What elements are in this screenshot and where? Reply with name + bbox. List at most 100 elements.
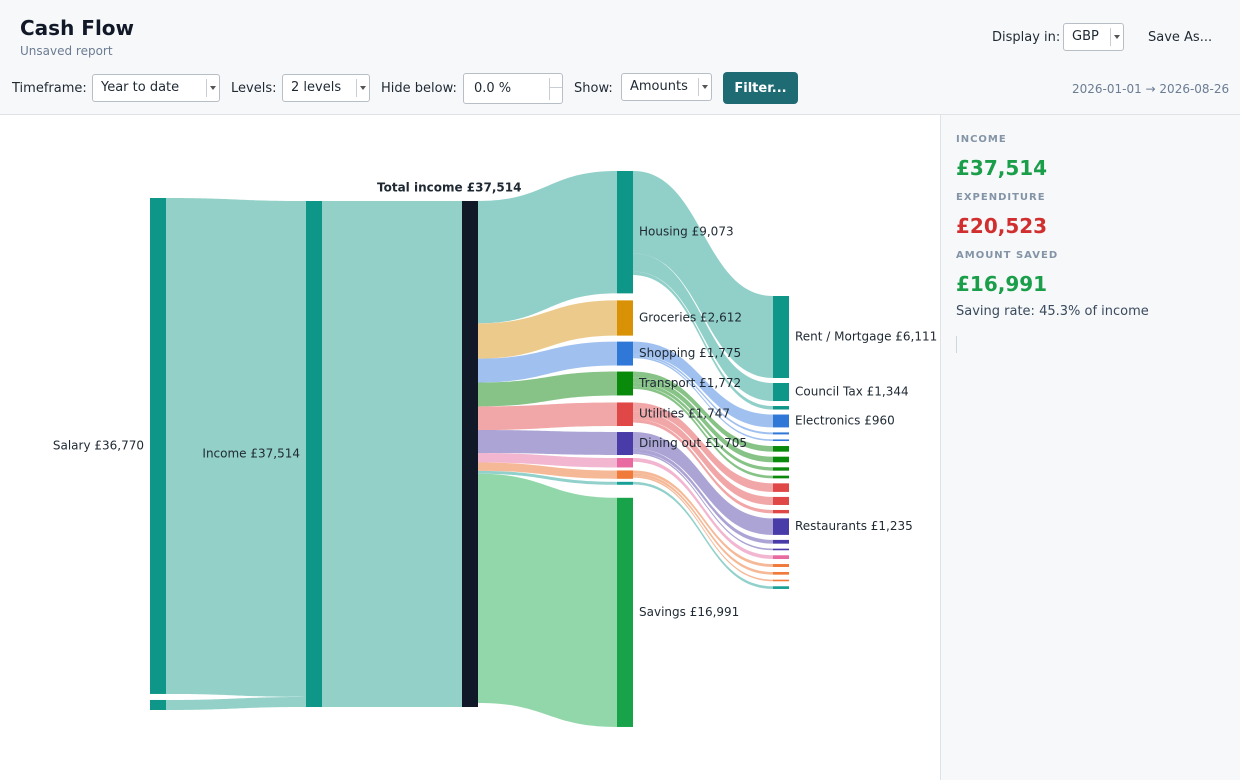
subcategory-link — [633, 473, 773, 575]
subcategory-link — [633, 448, 773, 544]
subcategory-node[interactable] — [773, 383, 789, 402]
save-as-button[interactable]: Save As... — [1148, 30, 1213, 45]
hide-below-value: 0.0 % — [474, 81, 512, 96]
transport-label: Transport £1,772 — [638, 376, 741, 390]
subcategory-link — [633, 377, 773, 463]
subcategory-link — [633, 470, 773, 567]
sankey-nodes — [150, 171, 789, 727]
subcategory-link — [633, 452, 773, 551]
transport-node[interactable] — [617, 371, 633, 396]
total-orange-link — [478, 462, 617, 479]
subcategory-node[interactable] — [773, 555, 789, 560]
salary-node[interactable] — [150, 198, 166, 694]
groceries-node[interactable] — [617, 300, 633, 336]
subcategory-node[interactable] — [773, 414, 789, 428]
subcategory-link — [633, 171, 773, 378]
total-groceries-link — [478, 300, 617, 359]
subcategory-node[interactable] — [773, 548, 789, 551]
subcategory-node[interactable] — [773, 571, 789, 575]
subcategory-node[interactable] — [773, 439, 789, 442]
subcategory-link — [633, 354, 773, 435]
show-value: Amounts — [630, 79, 688, 94]
saved-value: £16,991 — [956, 272, 1048, 296]
income-heading: INCOME — [956, 134, 1007, 145]
subcategory-node[interactable] — [773, 432, 789, 435]
show-select[interactable]: Amounts — [621, 73, 712, 101]
subcategory-node[interactable] — [773, 586, 789, 589]
subcategory-label: Council Tax £1,344 — [795, 385, 909, 399]
subcategory-link — [633, 481, 773, 589]
salary-label: Salary £36,770 — [53, 438, 144, 452]
levels-label: Levels: — [231, 81, 277, 96]
teal-node[interactable] — [617, 481, 633, 485]
subcategory-node[interactable] — [773, 467, 789, 471]
other-income-link — [166, 696, 306, 710]
subcategory-node[interactable] — [773, 456, 789, 463]
income-value: £37,514 — [956, 156, 1048, 180]
panel-divider — [956, 336, 957, 353]
subcategory-node[interactable] — [773, 475, 789, 479]
income-label: Income £37,514 — [202, 447, 300, 461]
subcategory-link — [633, 356, 773, 442]
total-shopping-link — [478, 341, 617, 383]
subcategory-link — [633, 411, 773, 505]
hide-below-spinner[interactable]: 0.0 % — [463, 73, 563, 104]
income-total-link — [322, 201, 462, 707]
subcategory-node[interactable] — [773, 564, 789, 567]
subcategory-link — [633, 253, 773, 402]
shopping-node[interactable] — [617, 341, 633, 366]
subcategory-node[interactable] — [773, 446, 789, 452]
sankey-links — [166, 171, 773, 727]
savings-node[interactable] — [617, 497, 633, 727]
salary-income-link — [166, 198, 306, 697]
page-title: Cash Flow — [20, 16, 135, 40]
total-pink-link — [478, 453, 617, 468]
total-transport-link — [478, 371, 617, 407]
subcategory-node[interactable] — [773, 296, 789, 378]
subcategory-node[interactable] — [773, 496, 789, 505]
savings-label: Savings £16,991 — [639, 605, 739, 619]
subcategory-node[interactable] — [773, 539, 789, 544]
expenditure-heading: EXPENDITURE — [956, 192, 1046, 203]
hide-below-label: Hide below: — [381, 81, 457, 96]
levels-select[interactable]: 2 levels — [282, 74, 370, 102]
subcategory-node[interactable] — [773, 483, 789, 492]
subcategory-label: Restaurants £1,235 — [795, 519, 913, 533]
sankey-labels: Housing £9,073 Groceries £2,612 Shopping £… — [53, 181, 937, 619]
subcategory-link — [633, 371, 773, 452]
dining-node[interactable] — [617, 432, 633, 456]
spinner-divider — [550, 87, 562, 88]
currency-select[interactable]: GBP — [1063, 23, 1124, 51]
report-header: Cash Flow Unsaved report Display in: GBP… — [0, 0, 1240, 115]
subcategory-label: Rent / Mortgage £6,111 — [795, 330, 937, 344]
total-income-node[interactable] — [462, 201, 478, 707]
subcategory-node[interactable] — [773, 518, 789, 535]
utilities-node[interactable] — [617, 402, 633, 427]
chevron-down-icon — [698, 78, 711, 96]
subcategory-link — [633, 432, 773, 535]
subcategory-link — [633, 386, 773, 479]
total-housing-link — [478, 171, 617, 324]
chevron-down-icon — [356, 79, 369, 97]
other-income-node[interactable] — [150, 699, 166, 710]
filter-button[interactable]: Filter... — [723, 72, 798, 104]
saving-rate: Saving rate: 45.3% of income — [956, 304, 1149, 319]
timeframe-value: Year to date — [101, 80, 180, 95]
total-savings-link — [478, 473, 617, 727]
subcategory-node[interactable] — [773, 406, 789, 410]
housing-node[interactable] — [617, 171, 633, 294]
timeframe-select[interactable]: Year to date — [92, 74, 220, 102]
show-label: Show: — [574, 81, 613, 96]
housing-label: Housing £9,073 — [639, 225, 734, 239]
spinner-arrows-icon[interactable] — [549, 78, 562, 100]
levels-value: 2 levels — [291, 80, 342, 95]
subcategory-link — [633, 476, 773, 582]
timeframe-label: Timeframe: — [12, 81, 87, 96]
subcategory-node[interactable] — [773, 509, 789, 514]
pink-node[interactable] — [617, 458, 633, 468]
subcategory-link — [633, 458, 773, 560]
dining-label: Dining out £1,705 — [639, 436, 747, 450]
orange-node[interactable] — [617, 470, 633, 479]
subcategory-node[interactable] — [773, 579, 789, 582]
income-node[interactable] — [306, 201, 322, 707]
